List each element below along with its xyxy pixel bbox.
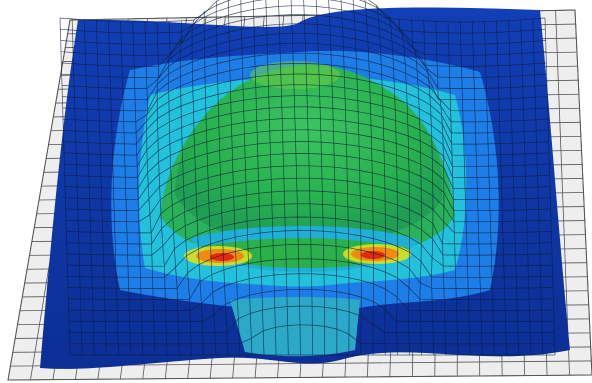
dome-top-highlight — [250, 61, 340, 89]
deformed-mesh-lines — [59, 0, 556, 356]
deformed-sheet — [40, 0, 570, 369]
hotspot-left — [184, 246, 252, 266]
